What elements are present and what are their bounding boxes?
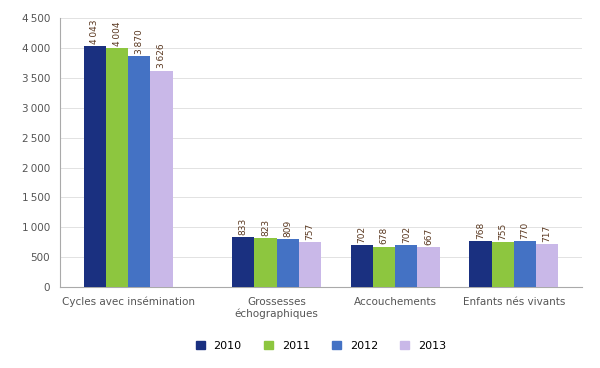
Bar [254,238,277,287]
Bar [232,237,254,287]
Text: 770: 770 [520,222,529,239]
Bar [491,242,514,287]
Bar [536,244,558,287]
Bar [514,241,536,287]
Text: 4 043: 4 043 [91,19,100,43]
Bar [128,56,151,287]
Text: 755: 755 [498,223,507,240]
Bar [299,242,321,287]
Bar [151,71,173,287]
Text: 768: 768 [476,222,485,239]
Legend: 2010, 2011, 2012, 2013: 2010, 2011, 2012, 2013 [196,341,446,351]
Text: 823: 823 [261,219,270,236]
Bar [395,245,418,287]
Text: 809: 809 [283,219,292,237]
Bar [418,247,440,287]
Bar [277,239,299,287]
Bar [106,48,128,287]
Bar [373,247,395,287]
Text: 678: 678 [380,227,389,244]
Bar [350,245,373,287]
Text: 717: 717 [542,225,551,242]
Text: 702: 702 [357,226,366,243]
Text: 3 626: 3 626 [157,44,166,68]
Text: 667: 667 [424,228,433,245]
Text: 757: 757 [305,223,314,240]
Text: 3 870: 3 870 [135,29,144,54]
Text: 4 004: 4 004 [113,21,122,46]
Text: 702: 702 [402,226,411,243]
Text: 833: 833 [239,218,248,235]
Bar [84,46,106,287]
Bar [469,241,491,287]
